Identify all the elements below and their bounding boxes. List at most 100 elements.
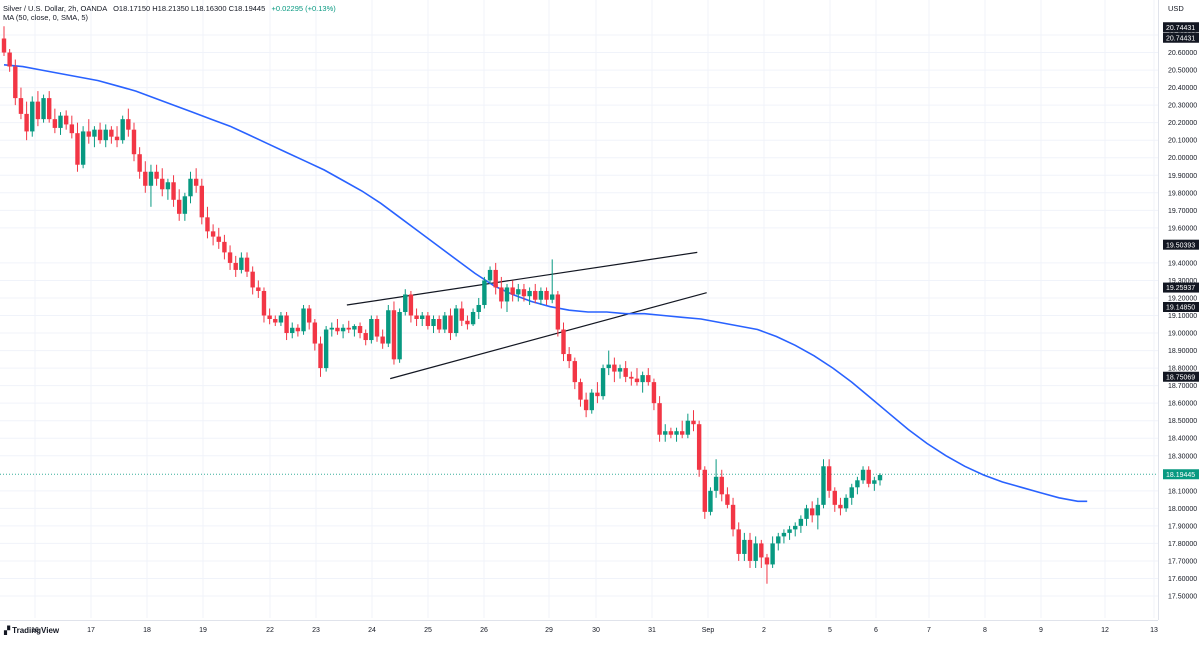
- ma-line: [3, 64, 1088, 503]
- price-badge: 20.74431: [1163, 32, 1199, 43]
- y-tick-label: 19.60000: [1168, 225, 1197, 232]
- candle: [561, 322, 566, 362]
- candle: [459, 301, 464, 327]
- price-badge-bg: [1163, 32, 1199, 43]
- candle: [284, 311, 289, 341]
- candle-body: [160, 178, 165, 190]
- candle-body: [538, 290, 544, 300]
- candle-body: [793, 525, 798, 530]
- candle: [838, 497, 843, 516]
- candle: [646, 368, 651, 386]
- y-tick-label: 18.80000: [1168, 366, 1197, 373]
- candle: [651, 378, 657, 411]
- candle: [239, 252, 244, 274]
- candle: [595, 382, 600, 404]
- candle: [233, 255, 238, 277]
- indicator-legend[interactable]: MA (50, close, 0, SMA, 5): [3, 13, 89, 22]
- candle: [578, 378, 583, 407]
- candle-body: [340, 327, 346, 332]
- y-tick-label: 19.10000: [1168, 313, 1197, 320]
- candle-body: [674, 431, 679, 435]
- candle: [250, 266, 255, 295]
- y-tick-label: 17.60000: [1168, 576, 1197, 583]
- candle: [877, 473, 883, 486]
- candle: [499, 276, 504, 309]
- candle-body: [284, 315, 289, 334]
- candle: [493, 262, 498, 295]
- candle-body: [30, 101, 35, 132]
- change-readout: +0.02295 (+0.13%): [271, 4, 336, 13]
- candle-body: [482, 280, 487, 305]
- candle: [804, 504, 809, 526]
- candle: [408, 290, 414, 323]
- candle: [193, 168, 199, 193]
- candle-body: [770, 543, 775, 565]
- candle: [555, 290, 561, 337]
- candle: [420, 311, 425, 327]
- candle: [63, 110, 69, 130]
- candle-body: [516, 289, 521, 295]
- x-tick-label: 18: [143, 627, 151, 634]
- candle: [826, 459, 832, 498]
- candle-body: [69, 124, 75, 134]
- price-badge: 19.50393: [1163, 239, 1199, 250]
- tradingview-brand[interactable]: ▞ TradingView: [4, 626, 59, 635]
- candle-body: [572, 361, 578, 383]
- candle-body: [725, 494, 730, 505]
- candle: [872, 476, 877, 491]
- y-tick-label: 17.80000: [1168, 541, 1197, 548]
- x-tick-label: 23: [312, 627, 320, 634]
- candle: [708, 487, 713, 516]
- candle: [736, 522, 741, 561]
- candle-body: [250, 271, 255, 288]
- candle: [357, 322, 363, 339]
- candle-body: [7, 52, 12, 67]
- candle-body: [815, 504, 821, 516]
- candle: [674, 427, 679, 442]
- candle-body: [504, 287, 510, 302]
- x-tick-label: 16: [31, 627, 39, 634]
- candle: [126, 108, 131, 137]
- candle-body: [431, 319, 436, 327]
- y-tick-label: 18.40000: [1168, 436, 1197, 443]
- candle: [397, 308, 402, 363]
- candle-body: [352, 326, 357, 330]
- candle: [747, 532, 753, 568]
- candle-body: [323, 329, 329, 369]
- candle: [832, 487, 837, 512]
- candle: [685, 413, 691, 439]
- candle: [815, 497, 821, 530]
- candle-body: [41, 98, 46, 120]
- candle-body: [866, 469, 871, 484]
- candle-body: [442, 315, 448, 330]
- candle: [143, 161, 148, 193]
- candle: [137, 147, 142, 179]
- x-tick-label: 24: [368, 627, 376, 634]
- trendline: [346, 251, 698, 306]
- candle-body: [623, 368, 628, 377]
- ohlc-readout: O18.17150 H18.21350 L18.16300 C18.19445: [113, 4, 266, 13]
- candle-body: [776, 536, 781, 544]
- candle-body: [747, 539, 753, 561]
- candle-body: [363, 333, 368, 341]
- candle-body: [838, 504, 843, 509]
- candle: [453, 304, 459, 337]
- price-badge-label: 19.25937: [1166, 285, 1195, 292]
- x-tick-label: 17: [87, 627, 95, 634]
- candle: [849, 483, 854, 505]
- candle: [759, 539, 764, 568]
- candle-body: [58, 115, 63, 128]
- chart-title: Silver / U.S. Dollar, 2h, OANDA: [3, 4, 107, 13]
- candle-body: [855, 480, 860, 488]
- candle: [120, 115, 125, 144]
- candle-body: [216, 236, 221, 242]
- candle: [533, 283, 538, 304]
- candle-body: [369, 319, 374, 341]
- y-tick-label: 20.10000: [1168, 138, 1197, 145]
- x-tick-label: 13: [1150, 627, 1158, 634]
- price-badge-label: 18.19445: [1166, 472, 1195, 479]
- candle-body: [453, 308, 459, 334]
- x-tick-label: 6: [874, 627, 878, 634]
- candle: [702, 466, 707, 519]
